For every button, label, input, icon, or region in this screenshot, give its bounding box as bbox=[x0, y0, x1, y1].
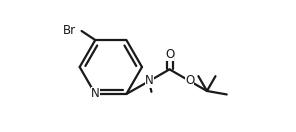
Text: O: O bbox=[165, 48, 174, 61]
Text: Br: Br bbox=[62, 25, 75, 37]
Text: N: N bbox=[145, 74, 154, 87]
Text: O: O bbox=[185, 74, 194, 87]
Text: N: N bbox=[91, 88, 100, 100]
